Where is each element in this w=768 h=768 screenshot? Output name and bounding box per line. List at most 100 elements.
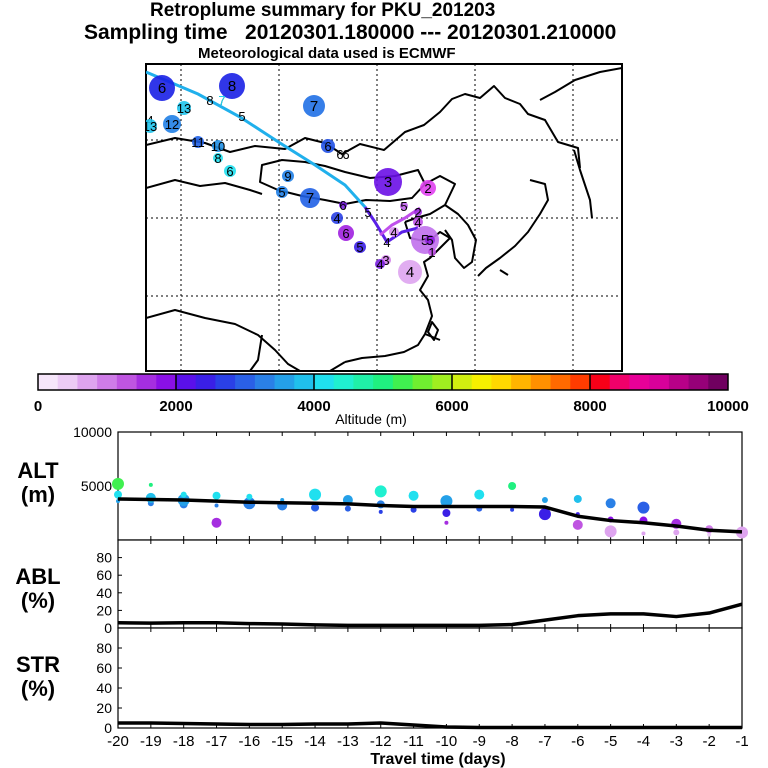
altitude-scatter-point (246, 493, 253, 500)
map-trajectory-label: 8 (228, 78, 236, 95)
map-plume-marker (374, 168, 402, 196)
map-plume-marker (354, 241, 366, 253)
map-plume-marker (177, 101, 191, 115)
colorbar-swatch (373, 374, 394, 390)
altitude-scatter-point (538, 508, 551, 521)
chart-title: Retroplume summary for PKU_201203 (150, 0, 496, 21)
colorbar-tick-label: 4000 (297, 398, 330, 415)
x-tick-label: -19 (140, 733, 162, 750)
panel-label: ABL (15, 564, 60, 589)
altitude-scatter-point (344, 505, 351, 512)
y-tick-label: 20 (96, 700, 112, 716)
mongolia-border (259, 159, 426, 205)
colorbar-swatch (195, 374, 216, 390)
x-tick-label: -15 (271, 733, 293, 750)
y-tick-label: 10000 (73, 424, 112, 440)
map-plume-marker (425, 235, 435, 245)
map-trajectory-label: 7 (218, 93, 225, 108)
altitude-scatter-point (508, 482, 517, 490)
colorbar-swatch (668, 374, 690, 390)
panel-str: 80 60 40 20 0 STR(%) (16, 627, 743, 736)
altitude-scatter-point (605, 498, 616, 509)
y-tick-label: 0 (104, 720, 112, 736)
korea-coast (444, 204, 477, 269)
altitude-scatter-point (212, 491, 221, 500)
colorbar-swatch (235, 374, 256, 390)
map-trajectory-label: 6 (342, 226, 349, 241)
map-plume-marker (420, 180, 436, 196)
map-boundaries (146, 67, 622, 371)
map-plume-marker (398, 260, 422, 284)
altitude-scatter-point (112, 477, 124, 490)
map-trajectory-label: 10 (211, 139, 225, 154)
map-plume-marker (212, 140, 224, 152)
colorbar-swatch (471, 374, 492, 390)
china-coast (344, 221, 451, 363)
time-series-panels: 100005000ALT(m)806040200ABL(%)806040200S… (15, 424, 748, 750)
x-tick-label: -14 (304, 733, 326, 750)
altitude-scatter-point (673, 529, 680, 536)
map-plume-marker (413, 217, 423, 227)
colorbar-swatch (590, 374, 611, 390)
map-trajectory-label: 2 (424, 181, 431, 196)
map-trajectory-label: 13 (177, 101, 191, 116)
x-tick-label: -20 (107, 733, 129, 750)
map-trajectory-label: 6 (226, 164, 233, 179)
colorbar-swatch (452, 374, 473, 390)
colorbar-swatch (57, 374, 78, 390)
map-trajectory-label: 4 (390, 225, 397, 240)
y-tick-label: 80 (96, 640, 112, 656)
sampling-time: Sampling time 20120301.180000 --- 201203… (84, 21, 617, 44)
altitude-scatter-point (444, 520, 449, 525)
x-tick-label: -2 (702, 733, 715, 750)
map-trajectory-label: 2 (414, 205, 421, 220)
map-plume-marker (389, 227, 399, 237)
series-line-str (118, 721, 742, 730)
russia-border (146, 85, 581, 169)
map-plume-marker (219, 73, 245, 99)
altitude-scatter-point (541, 497, 548, 504)
altitude-scatter-point (148, 482, 153, 487)
map-trajectory-label: 5 (356, 240, 363, 255)
map-plume-marker (163, 115, 181, 133)
map-plume-marker (338, 225, 354, 241)
map-plume-marker (282, 170, 294, 182)
map-plume-marker (149, 75, 175, 101)
x-tick-label: -18 (173, 733, 195, 750)
map-trajectory-label: 13 (143, 119, 157, 134)
colorbar-swatch (353, 374, 374, 390)
map-trajectory-label: 3 (382, 253, 389, 268)
colorbar-frame (37, 373, 729, 391)
altitude-scatter-point (214, 503, 219, 508)
sakhalin-coast (573, 149, 593, 219)
y-tick-label: 40 (96, 680, 112, 696)
map-trajectory-label: 9 (284, 169, 291, 184)
colorbar-swatch (491, 374, 512, 390)
y-tick-label: 60 (96, 567, 112, 583)
japan-coast (477, 179, 549, 277)
altitude-scatter-point (510, 507, 515, 512)
colorbar-tick-label: 6000 (435, 398, 468, 415)
colorbar-swatch (136, 374, 157, 390)
altitude-scatter-point (180, 491, 187, 498)
map-plume-marker (400, 202, 408, 210)
map-trajectory-label: 1 (428, 245, 435, 260)
map-trajectory-label: 5 (421, 232, 429, 249)
altitude-scatter-point (604, 525, 617, 538)
altitude-scatter-point (572, 519, 583, 530)
trajectory-line-cyan (146, 70, 367, 209)
series-line-abl (117, 602, 743, 628)
x-tick-label: -9 (473, 733, 486, 750)
colorbar-swatch (116, 374, 138, 390)
trajectory-line-blue (363, 206, 419, 245)
map-plume-marker (331, 212, 343, 224)
y-tick-label: 80 (96, 550, 112, 566)
colorbar-swatch (77, 374, 98, 390)
map-trajectory-label: 6 (336, 147, 343, 162)
map-trajectory-label: 5 (278, 185, 285, 200)
panel-label: STR (16, 652, 60, 677)
x-tick-label: -1 (735, 733, 748, 750)
map-panel: 6887751341312711108666695732645524654543… (143, 63, 623, 372)
altitude-scatter-point (442, 509, 451, 517)
altitude-scatter-point (641, 531, 646, 536)
